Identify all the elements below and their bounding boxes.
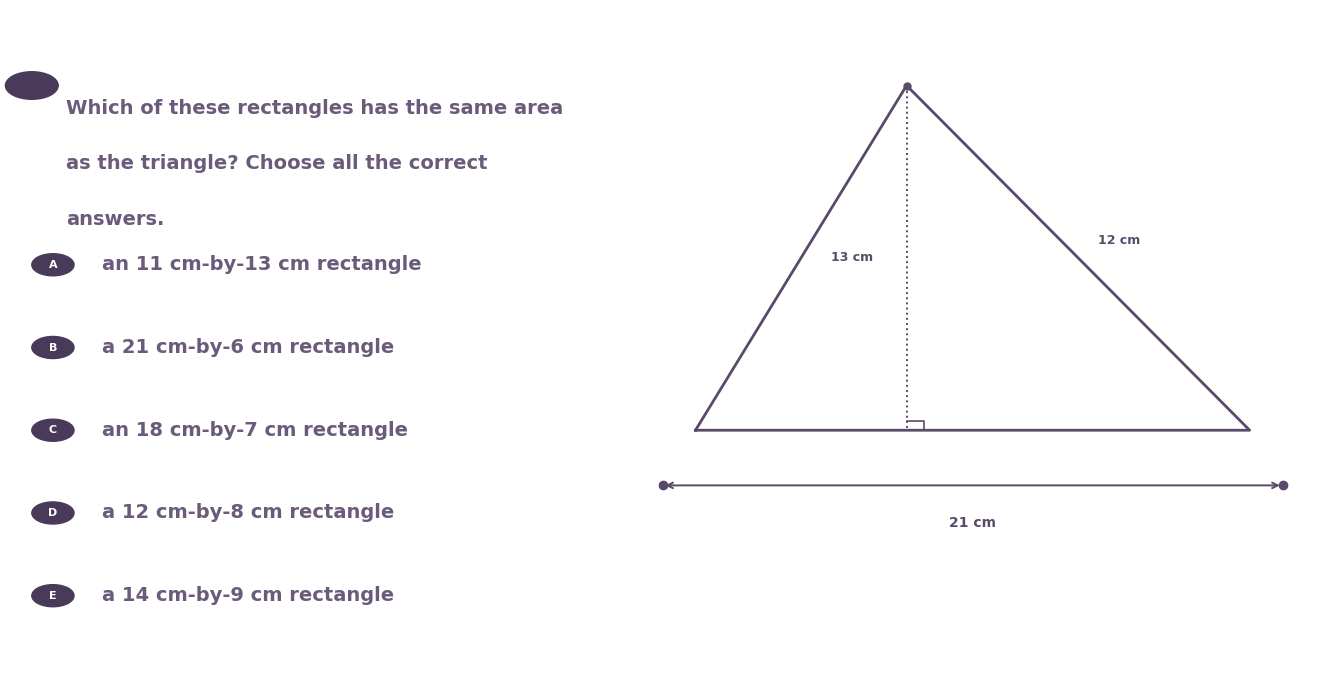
Circle shape: [32, 336, 74, 359]
Text: E: E: [49, 591, 57, 600]
Text: 21 cm: 21 cm: [949, 516, 996, 530]
Text: D: D: [48, 508, 57, 518]
Circle shape: [32, 254, 74, 276]
Circle shape: [32, 419, 74, 441]
Text: answers.: answers.: [66, 210, 164, 229]
Text: as the triangle? Choose all the correct: as the triangle? Choose all the correct: [66, 154, 488, 174]
Text: an 11 cm-by-13 cm rectangle: an 11 cm-by-13 cm rectangle: [102, 255, 421, 275]
Circle shape: [32, 502, 74, 524]
Text: an 18 cm-by-7 cm rectangle: an 18 cm-by-7 cm rectangle: [102, 420, 408, 440]
Text: 13 cm: 13 cm: [832, 252, 873, 264]
Text: a 21 cm-by-6 cm rectangle: a 21 cm-by-6 cm rectangle: [102, 338, 394, 357]
Text: A: A: [49, 260, 57, 270]
Text: Which of these rectangles has the same area: Which of these rectangles has the same a…: [66, 99, 563, 118]
Circle shape: [5, 72, 58, 99]
Text: a 14 cm-by-9 cm rectangle: a 14 cm-by-9 cm rectangle: [102, 586, 394, 605]
Circle shape: [32, 584, 74, 607]
Text: C: C: [49, 425, 57, 435]
Text: a 12 cm-by-8 cm rectangle: a 12 cm-by-8 cm rectangle: [102, 503, 394, 523]
Text: B: B: [49, 343, 57, 352]
Text: 12 cm: 12 cm: [1098, 234, 1141, 247]
